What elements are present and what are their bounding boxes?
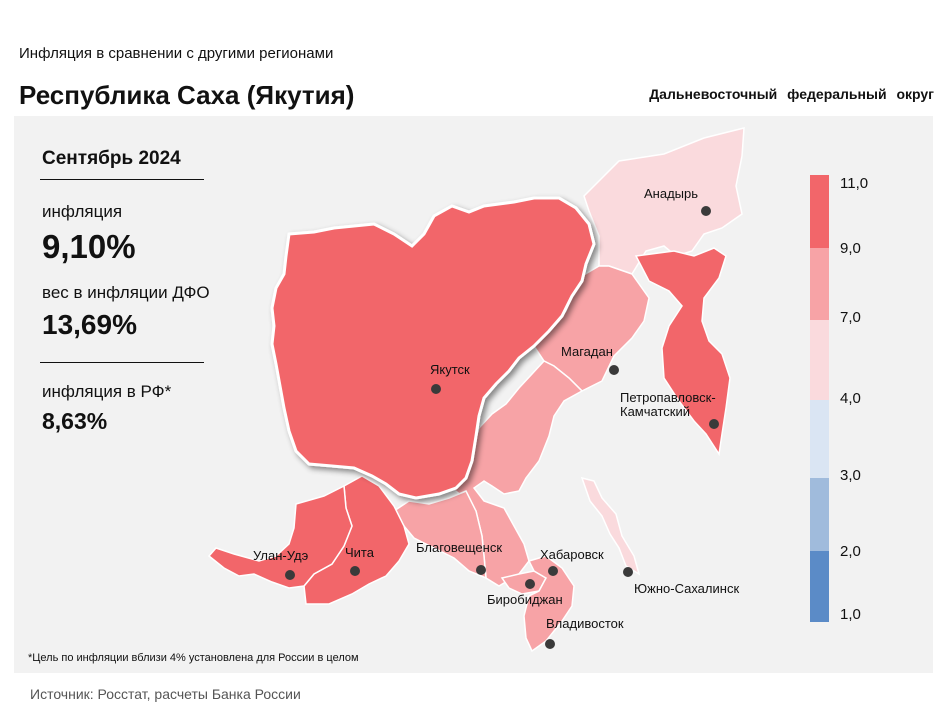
city-petropavlovsk[interactable]: Петропавловск- Камчатский (620, 390, 719, 429)
city-label: Южно-Сахалинск (634, 581, 739, 596)
city-magadan[interactable]: Магадан (561, 344, 619, 375)
city-marker (525, 579, 535, 589)
city-label: Улан-Удэ (253, 548, 309, 563)
legend-tick-label: 2,0 (840, 543, 861, 560)
city-khabarovsk[interactable]: Хабаровск (540, 547, 604, 576)
rf-inflation-value: 8,63% (42, 408, 108, 434)
city-label: Магадан (561, 344, 613, 359)
map-panel: 11,0 9,0 7,0 4,0 3,0 2,0 1,0 Анадырь Яку… (14, 116, 933, 673)
legend-tick-label: 11,0 (840, 175, 868, 192)
region-primorsky[interactable] (523, 555, 575, 653)
city-yuzhno-sakhalinsk[interactable]: Южно-Сахалинск (623, 567, 739, 596)
weight-value: 13,69% (42, 309, 137, 340)
city-chita[interactable]: Чита (345, 545, 375, 576)
city-ulan-ude[interactable]: Улан-Удэ (253, 548, 309, 580)
city-label: Анадырь (644, 186, 698, 201)
legend-swatch-2 (810, 248, 829, 320)
city-marker (709, 419, 719, 429)
weight-label: вес в инфляции ДФО (42, 283, 210, 302)
city-marker (609, 365, 619, 375)
legend-swatch-5 (810, 478, 829, 551)
city-marker (623, 567, 633, 577)
footnote: *Цель по инфляции вблизи 4% установлена … (28, 652, 359, 664)
divider (40, 179, 204, 180)
city-marker (476, 565, 486, 575)
city-label: Владивосток (546, 616, 624, 631)
page-subtitle: Инфляция в сравнении с другими регионами (19, 45, 334, 62)
city-label: Биробиджан (487, 592, 563, 607)
map-svg: 11,0 9,0 7,0 4,0 3,0 2,0 1,0 Анадырь Яку… (207, 127, 868, 653)
city-label: Хабаровск (540, 547, 604, 562)
city-label: Камчатский (620, 404, 690, 419)
region-yakutia[interactable] (270, 196, 596, 500)
legend-swatch-3 (810, 320, 829, 400)
legend-swatch-1 (810, 175, 829, 248)
page-title: Республика Саха (Якутия) (19, 80, 355, 110)
divider (40, 362, 204, 363)
city-birobidzhan[interactable]: Биробиджан (487, 579, 563, 607)
city-label: Благовещенск (416, 540, 502, 555)
city-marker (548, 566, 558, 576)
info-block: Сентябрь 2024 инфляция 9,10% вес в инфля… (14, 116, 244, 446)
legend-swatch-4 (810, 400, 829, 478)
city-marker (350, 566, 360, 576)
city-anadyr[interactable]: Анадырь (644, 186, 711, 216)
city-yakutsk[interactable]: Якутск (430, 362, 470, 394)
region-sakhalin[interactable] (580, 476, 641, 576)
city-blagoveshchensk[interactable]: Благовещенск (416, 540, 502, 575)
color-legend: 11,0 9,0 7,0 4,0 3,0 2,0 1,0 (810, 175, 868, 623)
city-marker (545, 639, 555, 649)
rf-inflation-label: инфляция в РФ* (42, 382, 172, 401)
city-vladivostok[interactable]: Владивосток (545, 616, 624, 649)
region-buryatia[interactable] (207, 484, 353, 589)
legend-tick-label: 7,0 (840, 309, 861, 326)
legend-tick-label: 9,0 (840, 240, 861, 257)
legend-tick-label: 3,0 (840, 467, 861, 484)
inflation-value: 9,10% (42, 228, 136, 265)
city-marker (431, 384, 441, 394)
city-label: Петропавловск- (620, 390, 716, 405)
inflation-label: инфляция (42, 202, 123, 221)
legend-tick-label: 1,0 (840, 606, 861, 623)
city-label: Чита (345, 545, 375, 560)
district-title: Дальневосточный федеральный округ (649, 86, 934, 102)
region-kamchatka[interactable] (634, 247, 731, 457)
source-note: Источник: Росстат, расчеты Банка России (30, 686, 301, 702)
region-amur[interactable] (392, 490, 487, 580)
period-label: Сентябрь 2024 (42, 148, 181, 169)
city-marker (285, 570, 295, 580)
legend-tick-label: 4,0 (840, 390, 861, 407)
city-label: Якутск (430, 362, 470, 377)
legend-swatch-6 (810, 551, 829, 622)
city-marker (701, 206, 711, 216)
